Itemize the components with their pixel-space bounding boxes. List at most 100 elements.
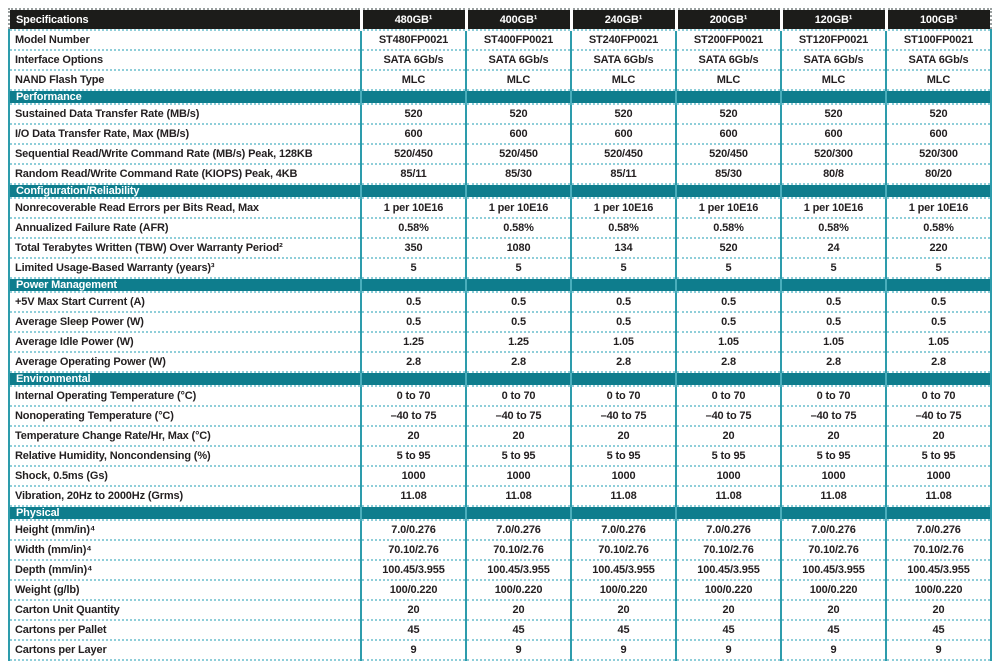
section-band-cell	[360, 90, 466, 105]
spec-value: 7.0/0.276	[885, 520, 992, 541]
datasheet-page: Specifications 480GB¹ 400GB¹ 240GB¹ 200GB¹ 12…	[0, 8, 1000, 667]
spec-value: 0 to 70	[675, 386, 781, 407]
spec-label: Width (mm/in)⁴	[8, 540, 361, 561]
spec-value: 85/11	[360, 164, 466, 185]
spec-value: 0.5	[465, 292, 571, 313]
spec-value: –40 to 75	[885, 406, 992, 427]
header-capacity-400gb: 400GB¹	[464, 8, 571, 31]
spec-value: ST400FP0021	[465, 30, 571, 51]
spec-value: 0.5	[885, 312, 992, 333]
section-band-cell	[885, 278, 992, 293]
spec-value: 520/450	[465, 144, 571, 165]
spec-row-nonrecoverable-read-errors-per-bits-read-max: Nonrecoverable Read Errors per Bits Read…	[8, 198, 992, 219]
header-specifications-cell: Specifications	[8, 8, 361, 31]
spec-value: 520	[675, 104, 781, 125]
spec-value: 600	[465, 124, 571, 145]
spec-value: 0 to 70	[885, 386, 992, 407]
spec-value: 520/450	[675, 144, 781, 165]
spec-value: –40 to 75	[675, 406, 781, 427]
section-title: Physical	[8, 506, 361, 521]
spec-label: Cartons per Layer	[8, 640, 361, 661]
spec-value: 45	[465, 620, 571, 641]
spec-value: 600	[780, 124, 886, 145]
spec-value: 70.10/2.76	[780, 540, 886, 561]
section-band-cell	[360, 278, 466, 293]
spec-row-total-terabytes-written-tbw-over-warranty-period: Total Terabytes Written (TBW) Over Warra…	[8, 238, 992, 259]
section-band-cell	[570, 90, 676, 105]
spec-value: 9	[465, 640, 571, 661]
spec-label: Vibration, 20Hz to 2000Hz (Grms)	[8, 486, 361, 507]
spec-label: Cartons per Pallet	[8, 620, 361, 641]
section-row-performance: Performance	[8, 90, 992, 105]
spec-value: ST120FP0021	[780, 30, 886, 51]
header-capacity-100gb: 100GB¹	[884, 8, 992, 31]
spec-value: 85/11	[570, 164, 676, 185]
spec-value: SATA 6Gb/s	[465, 50, 571, 71]
spec-value: 0.5	[570, 312, 676, 333]
spec-value: 20	[360, 600, 466, 621]
spec-value: 80/8	[780, 164, 886, 185]
spec-label: Weight (g/lb)	[8, 580, 361, 601]
spec-value: 0.58%	[465, 218, 571, 239]
spec-value: 11.08	[885, 486, 992, 507]
spec-value: 1 per 10E16	[360, 198, 466, 219]
spec-row-relative-humidity-noncondensing: Relative Humidity, Noncondensing (%) 5 to…	[8, 446, 992, 467]
spec-value: 11.08	[780, 486, 886, 507]
section-title: Environmental	[8, 372, 361, 387]
spec-row-interface-options: Interface Options SATA 6Gb/s SATA 6Gb/s SAT…	[8, 50, 992, 71]
spec-value: SATA 6Gb/s	[570, 50, 676, 71]
section-row-power-management: Power Management	[8, 278, 992, 293]
spec-value: ST100FP0021	[885, 30, 992, 51]
section-band-cell	[780, 506, 886, 521]
spec-label: +5V Max Start Current (A)	[8, 292, 361, 313]
spec-value: 9	[360, 640, 466, 661]
spec-value: 20	[360, 426, 466, 447]
spec-row-weight-g-lb: Weight (g/lb) 100/0.220 100/0.220 100/0.220…	[8, 580, 992, 601]
spec-value: 20	[465, 600, 571, 621]
section-row-physical: Physical	[8, 506, 992, 521]
spec-value: 1000	[360, 466, 466, 487]
spec-value: 70.10/2.76	[570, 540, 676, 561]
spec-row-depth-mm-in: Depth (mm/in)⁴ 100.45/3.955 100.45/3.955 10…	[8, 560, 992, 581]
section-band-cell	[885, 184, 992, 199]
spec-value: SATA 6Gb/s	[780, 50, 886, 71]
spec-value: 0.5	[465, 312, 571, 333]
spec-row-height-mm-in: Height (mm/in)⁴ 7.0/0.276 7.0/0.276 7.0/0.2…	[8, 520, 992, 541]
spec-label: Annualized Failure Rate (AFR)	[8, 218, 361, 239]
spec-value: 7.0/0.276	[465, 520, 571, 541]
spec-value: 7.0/0.276	[570, 520, 676, 541]
section-band-cell	[675, 372, 781, 387]
header-capacity-480gb: 480GB¹	[359, 8, 466, 31]
spec-value: 2.8	[465, 352, 571, 373]
spec-value: 100.45/3.955	[780, 560, 886, 581]
spec-label: Average Sleep Power (W)	[8, 312, 361, 333]
section-band-cell	[360, 184, 466, 199]
spec-row-vibration-20hz-to-2000hz-grms: Vibration, 20Hz to 2000Hz (Grms) 11.08 11.…	[8, 486, 992, 507]
spec-value: 600	[885, 124, 992, 145]
spec-value: 5 to 95	[360, 446, 466, 467]
spec-value: 1000	[675, 466, 781, 487]
spec-value: 20	[570, 426, 676, 447]
section-band-cell	[780, 278, 886, 293]
spec-value: –40 to 75	[780, 406, 886, 427]
spec-value: 5	[360, 258, 466, 279]
spec-value: 5	[675, 258, 781, 279]
spec-row-shock-0-5ms-gs: Shock, 0.5ms (Gs) 1000 1000 1000 1000 1000 100…	[8, 466, 992, 487]
spec-row-model-number: Model Number ST480FP0021 ST400FP0021 ST240F…	[8, 30, 992, 51]
spec-value: 11.08	[360, 486, 466, 507]
spec-value: 520/450	[360, 144, 466, 165]
spec-value: 1 per 10E16	[570, 198, 676, 219]
spec-value: 5 to 95	[675, 446, 781, 467]
spec-value: 520	[885, 104, 992, 125]
spec-value: 0 to 70	[570, 386, 676, 407]
spec-value: 5	[570, 258, 676, 279]
header-row: Specifications 480GB¹ 400GB¹ 240GB¹ 200GB¹ 12…	[8, 8, 992, 31]
spec-value: 45	[885, 620, 992, 641]
spec-value: 0.5	[780, 292, 886, 313]
spec-label: Nonrecoverable Read Errors per Bits Read…	[8, 198, 361, 219]
spec-value: 0.58%	[360, 218, 466, 239]
section-band-cell	[780, 372, 886, 387]
spec-value: 520/450	[570, 144, 676, 165]
spec-value: 1.05	[780, 332, 886, 353]
spec-value: 0.5	[360, 292, 466, 313]
